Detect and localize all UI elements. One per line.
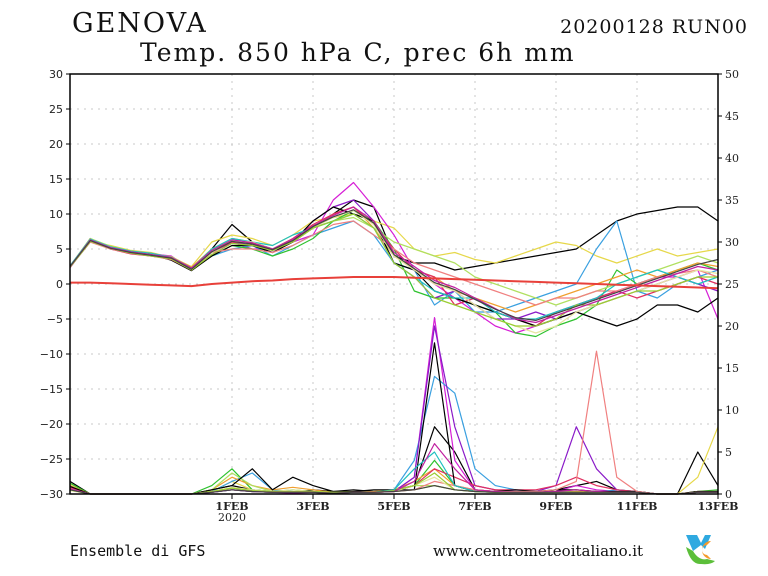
temp-line-m15 — [69, 206, 719, 324]
y-right-tick-label: 30 — [725, 236, 739, 249]
y-right-tick-label: 20 — [725, 320, 739, 333]
prec-line-m11 — [69, 350, 718, 495]
y-left-tick-label: 5 — [56, 243, 63, 256]
climatology-series — [70, 276, 719, 290]
run-label: 20200128 RUN00 — [560, 16, 748, 38]
centrometeoitaliano-logo — [686, 535, 715, 565]
logo-orange-shape — [702, 541, 711, 559]
x-tick-label: 5FEB — [377, 500, 410, 513]
y-left-tick-label: −5 — [47, 313, 63, 326]
y-left-tick-label: 20 — [49, 138, 63, 151]
y-left-tick-label: 0 — [56, 278, 63, 291]
x-tick-label: 9FEB — [539, 500, 572, 513]
y-left-tick-label: −30 — [40, 488, 63, 501]
y-left-tick-label: 10 — [49, 208, 63, 221]
y-right-tick-label: 0 — [725, 488, 732, 501]
y-left-tick-label: 15 — [49, 173, 63, 186]
logo-blue-shape — [686, 535, 711, 551]
x-tick-label: 3FEB — [296, 500, 329, 513]
city-title: GENOVA — [72, 8, 208, 39]
y-left-tick-label: −10 — [40, 348, 63, 361]
temp-line-m08 — [69, 206, 719, 327]
y-right-tick-label: 35 — [725, 194, 739, 207]
axes: 302520151050−5−10−15−20−25−3050454035302… — [40, 68, 739, 524]
x-tick-sublabel: 2020 — [218, 511, 246, 524]
y-left-tick-label: −15 — [40, 383, 63, 396]
temperature-series — [69, 181, 719, 338]
prec-line-m15 — [69, 443, 718, 495]
temp-line-m16 — [69, 209, 719, 321]
logo-green-shape — [686, 547, 715, 565]
y-left-tick-label: 30 — [49, 68, 63, 81]
grid-lines — [70, 74, 718, 494]
y-left-tick-label: −20 — [40, 418, 63, 431]
temp-line-m14 — [69, 213, 718, 327]
climatology-line — [70, 276, 719, 290]
y-right-tick-label: 25 — [725, 278, 739, 291]
y-right-tick-label: 5 — [725, 446, 732, 459]
website-link[interactable]: www.centrometeoitaliano.it — [433, 542, 644, 560]
y-right-tick-label: 15 — [725, 362, 739, 375]
prec-line-m04 — [69, 375, 719, 495]
x-tick-label: 13FEB — [698, 500, 739, 513]
y-left-tick-label: 25 — [49, 103, 63, 116]
temp-line-m10 — [69, 206, 719, 327]
chart-title: Temp. 850 hPa C, prec 6h mm — [140, 38, 576, 67]
y-left-tick-label: −25 — [40, 453, 63, 466]
x-tick-label: 11FEB — [617, 500, 658, 513]
x-tick-label: 1FEB — [215, 500, 248, 513]
y-right-tick-label: 45 — [725, 110, 739, 123]
model-label: Ensemble di GFS — [70, 542, 206, 560]
y-right-tick-label: 40 — [725, 152, 739, 165]
x-tick-label: 7FEB — [458, 500, 491, 513]
y-right-tick-label: 10 — [725, 404, 739, 417]
y-right-tick-label: 50 — [725, 68, 739, 81]
